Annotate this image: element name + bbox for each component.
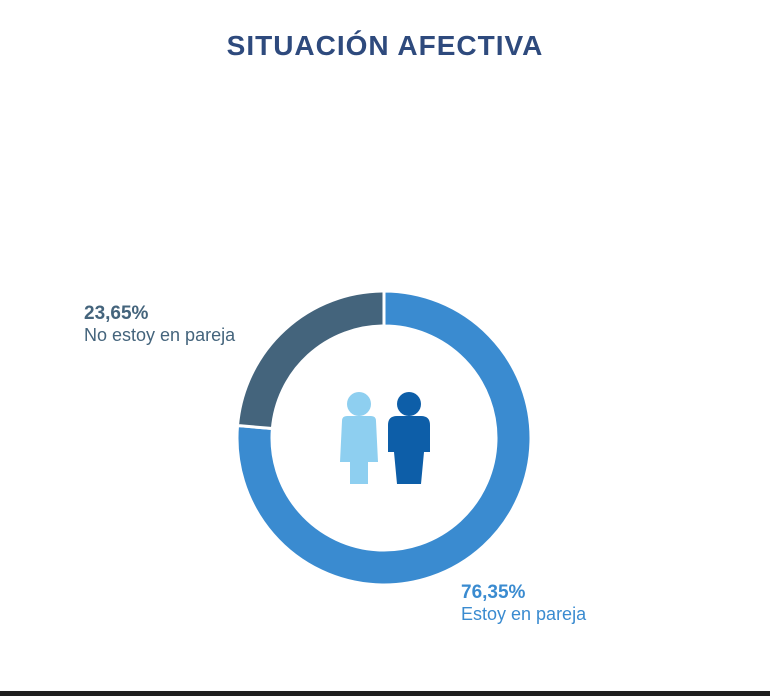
donut-slice-no-estoy-en-pareja	[235, 289, 386, 431]
donut-slice-estoy-en-pareja	[235, 289, 533, 587]
chart-title: SITUACIÓN AFECTIVA	[226, 30, 544, 61]
slice-label-no-estoy-en-pareja: 23,65% No estoy en pareja	[84, 303, 235, 346]
couple-icon	[340, 392, 430, 484]
slice-value-no-estoy-en-pareja: 23,65%	[84, 303, 149, 324]
slice-name-estoy-en-pareja: Estoy en pareja	[461, 603, 587, 624]
male-figure-icon	[388, 392, 430, 484]
bottom-rule	[0, 691, 770, 696]
female-figure-icon	[340, 392, 378, 484]
slice-label-estoy-en-pareja: 76,35% Estoy en pareja	[461, 582, 586, 625]
slice-name-no-estoy-en-pareja: No estoy en pareja	[84, 324, 236, 345]
slice-value-estoy-en-pareja: 76,35%	[461, 582, 526, 603]
